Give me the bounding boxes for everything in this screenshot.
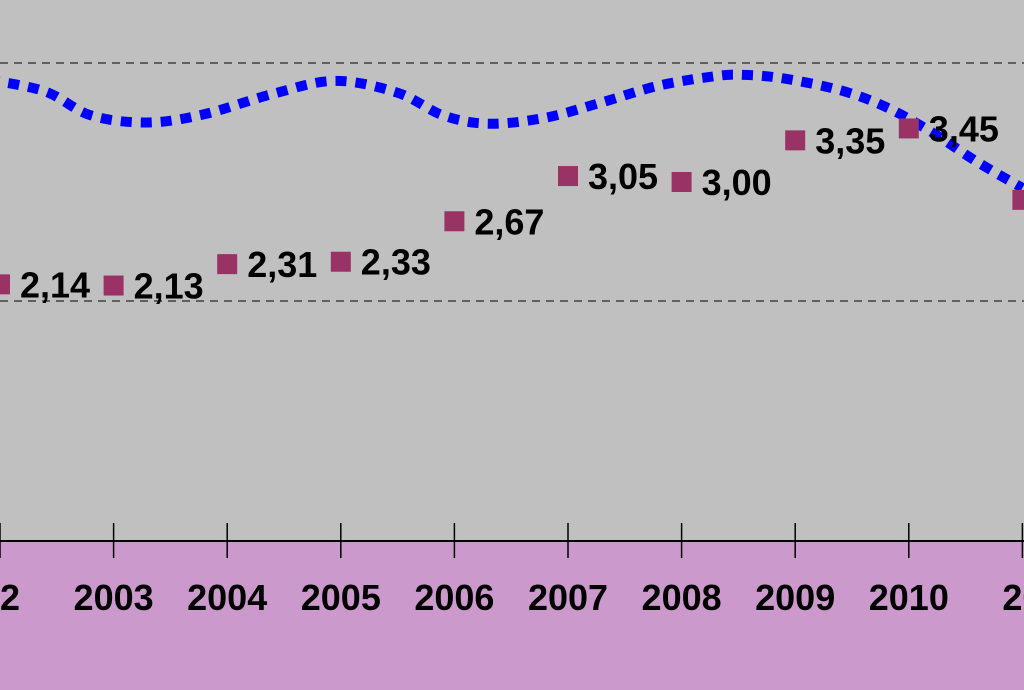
grid-layer (0, 62, 1024, 302)
x-tick-label-2008: 2008 (642, 577, 722, 618)
label-layer: 2,14 2,13 2,31 2,33 2,67 3,05 3,00 3,35 3,45 (20, 108, 999, 306)
x-tick-label-2007: 2007 (528, 577, 608, 618)
x-tick-label-2009: 2009 (755, 577, 835, 618)
data-label-2003: 2,13 (134, 266, 204, 307)
data-point-2006 (444, 211, 465, 232)
x-tick-label-2006: 2006 (414, 577, 494, 618)
x-tick-label-2003: 2003 (74, 577, 154, 618)
data-label-2005: 2,33 (361, 242, 431, 283)
data-point-2011 (1012, 189, 1024, 210)
x-tick-label-2004: 2004 (187, 577, 267, 618)
x-tick-label-2002: 02 (0, 577, 20, 618)
x-tick-label-2005: 2005 (301, 577, 381, 618)
data-point-2002 (0, 274, 10, 295)
data-label-2009: 3,35 (815, 120, 885, 161)
data-point-2005 (330, 251, 351, 272)
data-point-2010 (898, 118, 919, 139)
data-label-2002: 2,14 (20, 264, 90, 305)
data-point-2007 (558, 166, 578, 187)
point-layer (0, 118, 1024, 296)
data-label-2007: 3,05 (588, 156, 658, 197)
x-axis-band (0, 541, 1024, 690)
tick-layer: 02 2003 2004 2005 2006 2007 2008 2009 2010 20 (0, 523, 1024, 618)
x-tick-label-2010: 2010 (869, 577, 949, 618)
data-point-2003 (103, 275, 124, 296)
data-point-2008 (671, 172, 692, 192)
x-tick-label-2011: 20 (1002, 577, 1024, 618)
overlay-dotted-curve (0, 69, 1024, 193)
data-label-2006: 2,67 (474, 201, 544, 242)
curve-layer (0, 69, 1024, 193)
data-label-2008: 3,00 (702, 162, 772, 203)
data-label-2004: 2,31 (247, 244, 317, 285)
data-label-2010: 3,45 (929, 108, 999, 149)
data-point-2004 (217, 254, 238, 275)
plot-area (0, 0, 1024, 541)
data-point-2009 (785, 130, 806, 151)
